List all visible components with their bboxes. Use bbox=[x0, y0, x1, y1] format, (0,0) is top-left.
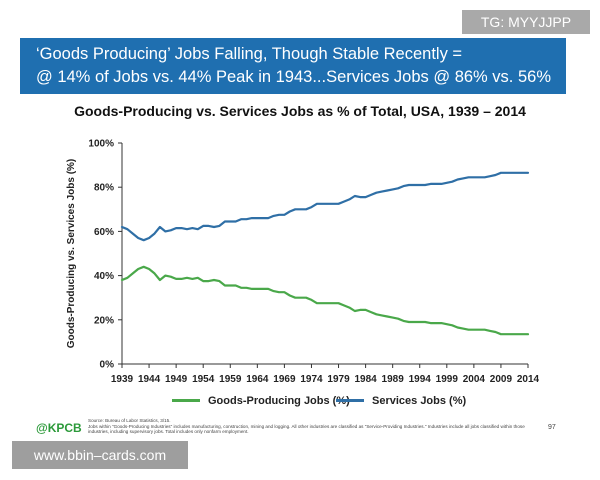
headline-line-1: ‘Goods Producing’ Jobs Falling, Though S… bbox=[36, 45, 463, 63]
x-tick-label: 2004 bbox=[463, 374, 486, 385]
x-tick-label: 1959 bbox=[219, 374, 242, 385]
kpcb-logo: @KPCB bbox=[36, 421, 82, 435]
legend-swatch-services bbox=[336, 398, 364, 402]
source-line-2: Jobs within "Goods-Producing Industries"… bbox=[88, 423, 525, 435]
x-tick-label: 1969 bbox=[273, 374, 296, 385]
x-tick-label: 1964 bbox=[246, 374, 269, 385]
x-tick-label: 1989 bbox=[382, 374, 405, 385]
x-tick-label: 1979 bbox=[327, 374, 350, 385]
legend-item-goods: Goods-Producing Jobs (%) bbox=[172, 395, 350, 407]
x-tick-label: 2014 bbox=[517, 374, 540, 385]
y-tick-label: 80% bbox=[94, 183, 114, 194]
x-tick-label: 1974 bbox=[300, 374, 323, 385]
x-tick-label: 1949 bbox=[165, 374, 188, 385]
x-tick-label: 1944 bbox=[138, 374, 161, 385]
x-tick-label: 1999 bbox=[436, 374, 459, 385]
headline-banner: ‘Goods Producing’ Jobs Falling, Though S… bbox=[20, 38, 566, 94]
legend-label-services: Services Jobs (%) bbox=[372, 395, 467, 407]
goods-series-line bbox=[120, 265, 530, 336]
headline-line-2: @ 14% of Jobs vs. 44% Peak in 1943...Ser… bbox=[36, 68, 552, 86]
source-line-1: Source: Bureau of Labor Statistics, 3/15… bbox=[88, 418, 171, 423]
legend-item-services: Services Jobs (%) bbox=[336, 395, 466, 407]
y-axis-label: Goods-Producing vs. Services Jobs (%) bbox=[66, 159, 77, 349]
x-tick-label: 1984 bbox=[354, 374, 377, 385]
legend-label-goods: Goods-Producing Jobs (%) bbox=[208, 395, 350, 407]
y-tick-label: 0% bbox=[100, 360, 115, 371]
source-note: Source: Bureau of Labor Statistics, 3/15… bbox=[88, 418, 540, 435]
x-tick-label: 1994 bbox=[409, 374, 432, 385]
chart-legend: Goods-Producing Jobs (%) Services Jobs (… bbox=[0, 395, 600, 413]
y-tick-label: 60% bbox=[94, 227, 114, 238]
y-tick-label: 100% bbox=[88, 139, 114, 150]
x-tick-label: 2009 bbox=[490, 374, 513, 385]
tg-watermark: TG: MYYJJPP bbox=[462, 10, 590, 34]
legend-swatch-goods bbox=[172, 398, 200, 402]
y-tick-label: 40% bbox=[94, 271, 114, 282]
x-tick-label: 1939 bbox=[111, 374, 134, 385]
x-tick-label: 1954 bbox=[192, 374, 215, 385]
y-tick-label: 20% bbox=[94, 315, 114, 326]
services-series-line bbox=[120, 171, 530, 242]
page-number: 97 bbox=[548, 424, 556, 431]
chart-title: Goods-Producing vs. Services Jobs as % o… bbox=[74, 103, 526, 119]
site-watermark: www.bbin–cards.com bbox=[12, 441, 188, 469]
